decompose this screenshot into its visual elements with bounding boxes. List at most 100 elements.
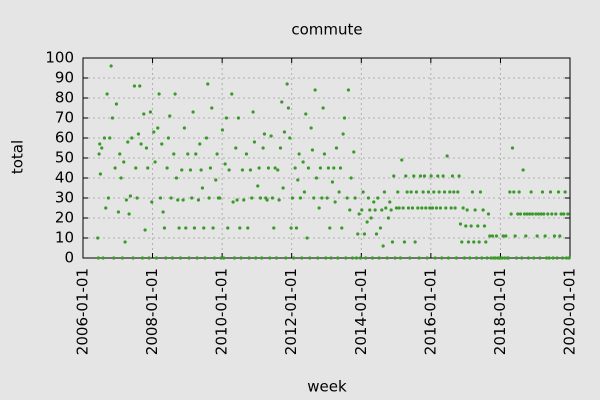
point — [566, 212, 570, 216]
point — [404, 174, 408, 178]
x-tick-label: 2006-01-01 — [74, 268, 92, 355]
point — [139, 142, 143, 146]
point — [340, 226, 344, 230]
point — [262, 132, 267, 136]
point — [146, 166, 150, 170]
point — [206, 82, 210, 86]
point — [480, 256, 484, 260]
point — [338, 166, 343, 170]
point — [452, 190, 456, 194]
point — [222, 256, 226, 260]
point — [252, 140, 257, 144]
point — [104, 206, 108, 210]
point — [132, 84, 137, 88]
point — [298, 196, 303, 200]
point — [135, 196, 139, 200]
point — [186, 152, 190, 156]
point — [426, 190, 431, 194]
x-tick-label: 2010-01-01 — [213, 268, 231, 355]
point — [388, 200, 392, 204]
point — [552, 234, 557, 238]
point — [554, 212, 558, 216]
point — [382, 190, 387, 194]
point — [108, 136, 112, 140]
point — [296, 178, 300, 182]
point — [131, 256, 135, 260]
point — [277, 198, 281, 202]
y-tick-label: 40 — [55, 169, 74, 187]
point — [514, 256, 519, 260]
point — [476, 224, 480, 228]
point — [214, 178, 218, 182]
point — [96, 256, 101, 260]
point — [281, 186, 285, 190]
point — [244, 152, 249, 156]
point — [238, 226, 242, 230]
point — [396, 190, 400, 194]
point — [369, 216, 373, 220]
point — [288, 136, 292, 140]
point — [354, 256, 359, 260]
point — [266, 166, 271, 170]
point — [397, 206, 401, 210]
point — [322, 152, 327, 156]
point — [290, 196, 295, 200]
point — [198, 142, 202, 146]
point — [473, 208, 477, 212]
point — [441, 174, 445, 178]
point — [239, 256, 243, 260]
point — [454, 256, 459, 260]
point — [344, 256, 348, 260]
point — [165, 166, 169, 170]
point — [434, 206, 439, 210]
point — [100, 146, 104, 150]
point — [212, 256, 217, 260]
point — [489, 256, 493, 260]
point — [551, 256, 555, 260]
point — [532, 256, 536, 260]
point — [349, 176, 353, 180]
point — [518, 212, 523, 216]
point — [457, 174, 461, 178]
point — [316, 256, 320, 260]
point — [481, 208, 485, 212]
point — [421, 190, 425, 194]
point — [360, 208, 364, 212]
point — [365, 220, 369, 224]
point — [194, 152, 198, 156]
point — [284, 256, 288, 260]
point — [538, 256, 542, 260]
point — [567, 256, 571, 260]
point — [274, 256, 279, 260]
point — [208, 166, 213, 170]
x-tick-label: 2018-01-01 — [491, 268, 509, 355]
point — [386, 216, 391, 220]
point — [502, 256, 507, 260]
point — [376, 196, 380, 200]
point — [548, 190, 553, 194]
point — [246, 226, 250, 230]
point — [389, 208, 393, 212]
point — [559, 212, 563, 216]
point — [465, 208, 469, 212]
point — [490, 234, 495, 238]
point — [372, 200, 376, 204]
chart-title: commute — [291, 21, 362, 39]
point — [123, 240, 127, 244]
point — [408, 256, 412, 260]
point — [534, 212, 538, 216]
point — [424, 206, 428, 210]
point — [182, 126, 187, 130]
point — [560, 256, 565, 260]
point — [466, 240, 471, 244]
point — [444, 206, 448, 210]
point — [207, 196, 211, 200]
point — [306, 166, 311, 170]
point — [420, 206, 424, 210]
point — [247, 256, 251, 260]
point — [433, 256, 437, 260]
point — [547, 256, 551, 260]
point — [289, 226, 293, 230]
point — [276, 168, 280, 172]
point — [563, 190, 567, 194]
